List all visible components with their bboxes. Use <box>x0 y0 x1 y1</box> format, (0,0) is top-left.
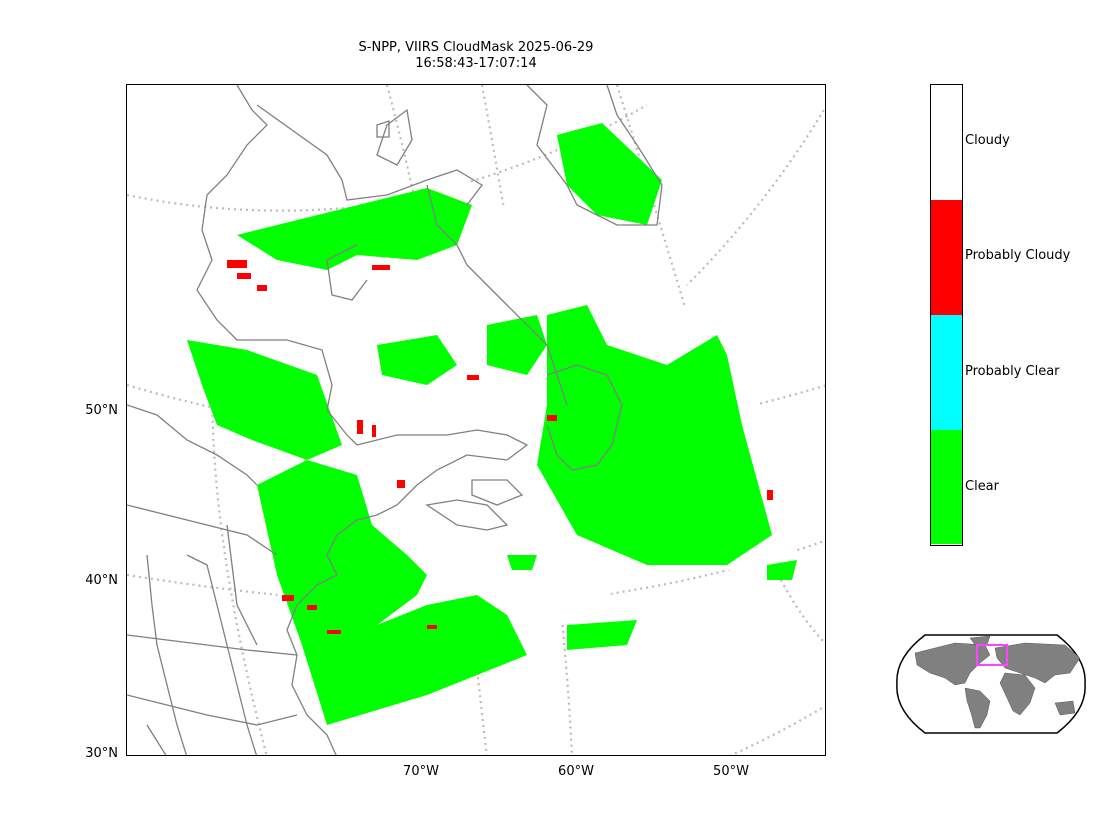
colorbar-label-clear: Clear <box>965 479 999 494</box>
probably-cloudy-areas <box>227 260 773 634</box>
lat-label-50: 50°N <box>85 403 118 418</box>
colorbar-segment-probably-clear <box>931 315 962 430</box>
inset-region-box <box>976 644 1008 666</box>
clear-areas <box>187 123 797 725</box>
colorbar-label-probably-cloudy: Probably Cloudy <box>965 248 1071 263</box>
title-line-2: 16:58:43-17:07:14 <box>415 56 537 71</box>
colorbar-label-probably-clear: Probably Clear <box>965 364 1060 379</box>
satellite-swath <box>187 123 797 725</box>
colorbar-segment-probably-cloudy <box>931 200 962 315</box>
map-panel <box>126 84 826 756</box>
colorbar <box>930 84 963 546</box>
map-canvas <box>127 85 825 755</box>
lat-label-30: 30°N <box>85 746 118 761</box>
inset-map-canvas <box>896 634 1086 734</box>
coastlines <box>127 85 663 755</box>
inset-world-map <box>895 633 1087 735</box>
lat-label-40: 40°N <box>85 573 118 588</box>
colorbar-segment-clear <box>931 430 962 544</box>
colorbar-segment-cloudy <box>931 85 962 200</box>
inset-continents <box>914 635 1081 729</box>
colorbar-label-cloudy: Cloudy <box>965 133 1010 148</box>
lon-label-60: 60°W <box>558 764 594 779</box>
lon-label-50: 50°W <box>713 764 749 779</box>
lon-label-70: 70°W <box>403 764 439 779</box>
title-line-1: S-NPP, VIIRS CloudMask 2025-06-29 <box>358 40 594 55</box>
map-title: S-NPP, VIIRS CloudMask 2025-06-29 16:58:… <box>276 40 676 72</box>
